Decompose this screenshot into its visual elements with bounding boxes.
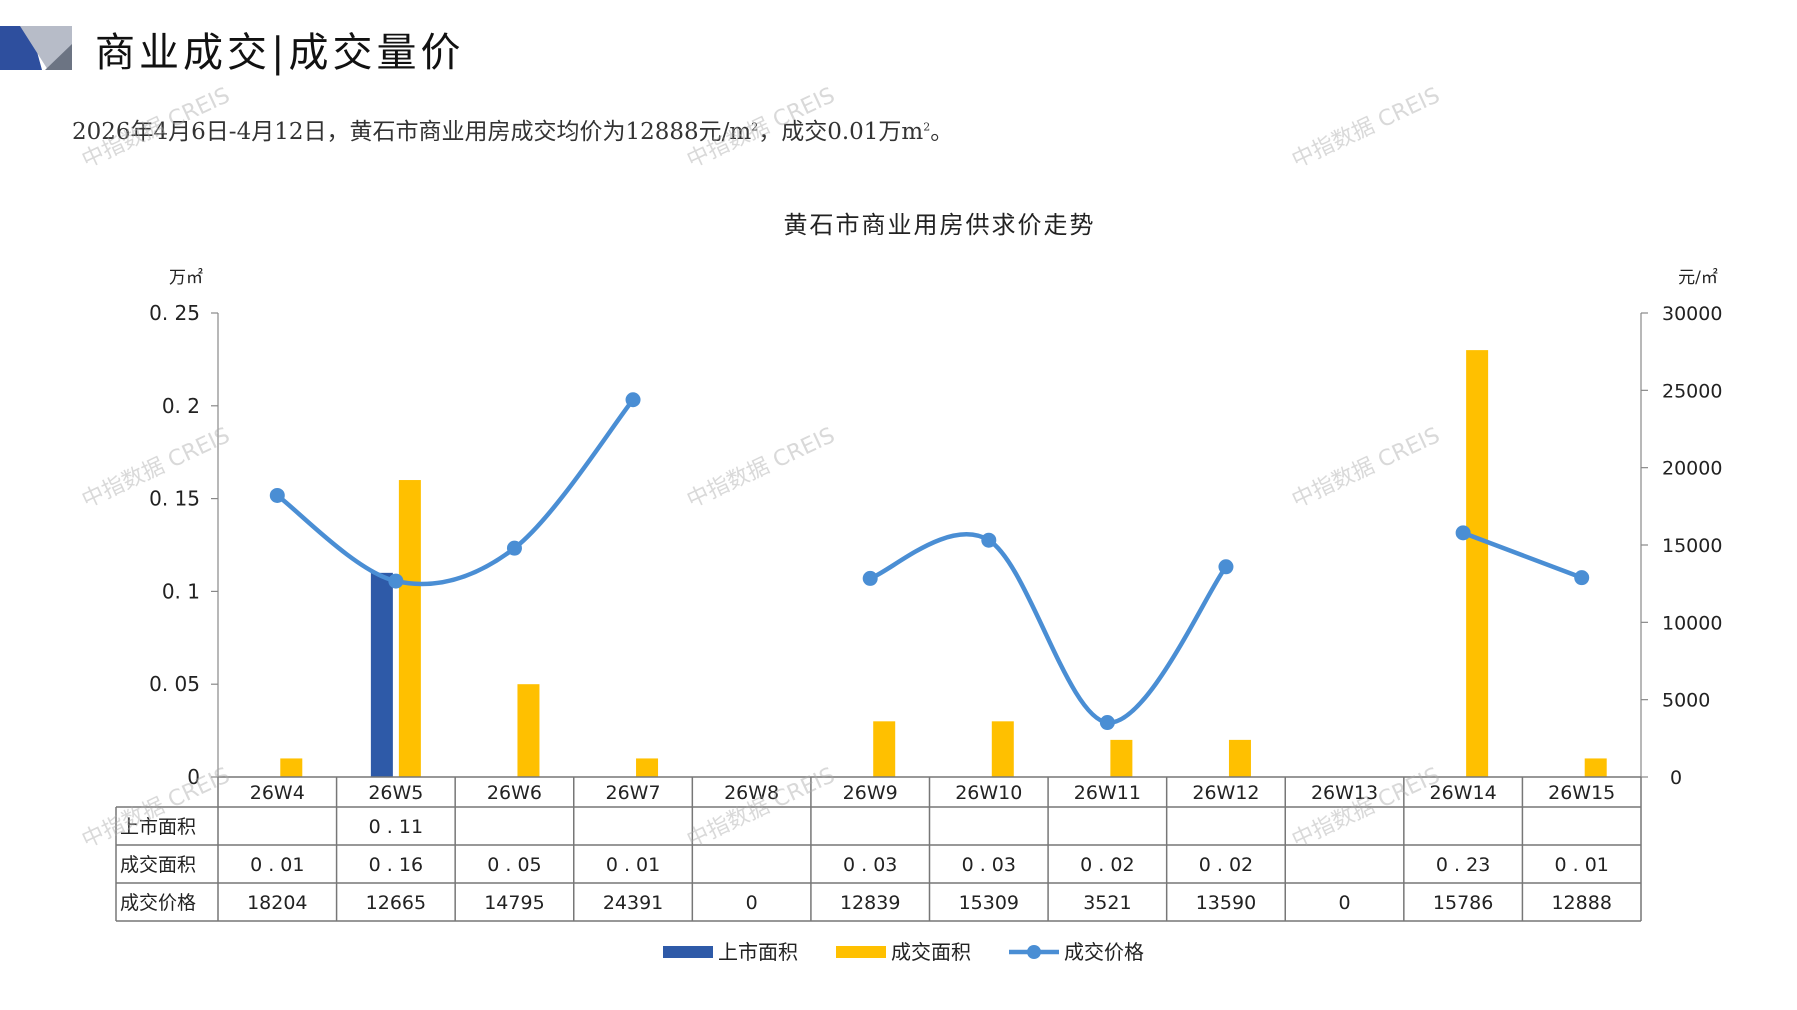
deal-area-bar [1584, 758, 1607, 777]
table-cell-value: 0 . 02 [1080, 854, 1134, 876]
page-title: 商业成交|成交量价 [95, 30, 465, 76]
table-cell-value: 0 . 01 [606, 854, 660, 876]
x-tick-label: 26W4 [250, 782, 305, 804]
table-row-label: 上市面积 [120, 816, 196, 838]
table-cell-value: 0 . 01 [250, 854, 304, 876]
y-left-tick-label: 0. 2 [162, 394, 200, 418]
legend-label: 上市面积 [718, 940, 798, 964]
legend-label: 成交价格 [1064, 940, 1144, 964]
y-right-unit-label: 元/㎡ [1678, 268, 1718, 288]
y-right-tick-label: 5000 [1662, 690, 1710, 712]
y-left-tick-label: 0. 05 [149, 672, 200, 696]
deco-dark-triangle [45, 44, 72, 70]
price-point [981, 532, 997, 548]
deal-area-bar [636, 758, 659, 777]
deal-area-bar [1466, 350, 1489, 777]
price-point [388, 573, 404, 589]
y-right-tick-label: 20000 [1662, 458, 1722, 480]
price-point [269, 487, 285, 503]
price-line [275, 397, 636, 587]
table-row-label: 成交价格 [120, 892, 196, 914]
price-line [1460, 530, 1584, 580]
table-cell-value: 0 . 01 [1555, 854, 1609, 876]
x-tick-label: 26W12 [1192, 782, 1259, 804]
x-tick-label: 26W8 [724, 782, 779, 804]
deal-area-bar [991, 721, 1014, 777]
table-cell-value: 12665 [366, 892, 426, 914]
deal-area-bar [1228, 739, 1251, 777]
table-cell-value: 12888 [1551, 892, 1611, 914]
table-cell-value: 0 . 23 [1436, 854, 1490, 876]
x-tick-label: 26W15 [1548, 782, 1615, 804]
legend-swatch [663, 946, 713, 958]
summary-part-2: ，成交0.01万m [758, 119, 924, 145]
price-point [506, 540, 522, 556]
y-left-unit-label: 万㎡ [169, 268, 203, 288]
table-cell-value: 0 [1338, 892, 1350, 914]
table-cell-value: 14795 [484, 892, 544, 914]
table-row-label: 成交面积 [120, 854, 196, 876]
x-tick-label: 26W7 [606, 782, 661, 804]
table-cell-value: 15786 [1433, 892, 1493, 914]
price-point [1099, 715, 1115, 731]
deal-area-bar [280, 758, 303, 777]
listed-area-bar [370, 572, 393, 777]
table-cell-value: 15309 [959, 892, 1019, 914]
table-cell-value: 3521 [1083, 892, 1131, 914]
y-right-tick-label: 30000 [1662, 303, 1722, 325]
summary-sup-1: 2 [751, 120, 759, 134]
table-cell-value: 13590 [1196, 892, 1256, 914]
deal-area-bar [873, 721, 896, 777]
table-cell-value: 0 . 03 [843, 854, 897, 876]
y-left-tick-label: 0 [187, 765, 200, 789]
x-tick-label: 26W14 [1430, 782, 1497, 804]
y-left-tick-label: 0. 15 [149, 487, 200, 511]
summary-text: 2026年4月6日-4月12日，黄石市商业用房成交均价为12888元/m2，成交… [72, 112, 953, 146]
table-cell-value: 0 . 05 [487, 854, 541, 876]
table-cell-value: 18204 [247, 892, 307, 914]
summary-part-1: 2026年4月6日-4月12日，黄石市商业用房成交均价为12888元/m [72, 119, 752, 145]
price-point [625, 392, 641, 408]
deal-area-bar [517, 684, 540, 777]
x-tick-label: 26W10 [955, 782, 1022, 804]
table-cell-value: 0 . 03 [962, 854, 1016, 876]
x-tick-label: 26W11 [1074, 782, 1141, 804]
deal-area-bar [1110, 739, 1133, 777]
deal-area-bar [398, 480, 421, 777]
table-cell-value: 0 [746, 892, 758, 914]
table-cell-value: 12839 [840, 892, 900, 914]
price-point [1218, 559, 1234, 575]
chart-title: 黄石市商业用房供求价走势 [784, 211, 1096, 239]
legend-swatch-marker [1027, 945, 1041, 959]
y-left-tick-label: 0. 1 [162, 579, 200, 603]
summary-sup-2: 2 [923, 120, 931, 134]
y-right-tick-label: 10000 [1662, 612, 1722, 634]
table-cell-value: 0 . 16 [369, 854, 423, 876]
x-tick-label: 26W5 [368, 782, 423, 804]
price-point [1455, 525, 1471, 541]
price-line [867, 532, 1229, 725]
x-tick-label: 26W6 [487, 782, 542, 804]
y-right-tick-label: 0 [1670, 767, 1682, 789]
y-right-tick-label: 15000 [1662, 535, 1722, 557]
table-cell-value: 24391 [603, 892, 663, 914]
x-tick-label: 26W13 [1311, 782, 1378, 804]
summary-part-3: 。 [930, 119, 954, 145]
price-point [862, 570, 878, 586]
x-tick-label: 26W9 [843, 782, 898, 804]
y-right-tick-label: 25000 [1662, 380, 1722, 402]
y-left-tick-label: 0. 25 [149, 301, 200, 325]
table-cell-value: 0 . 11 [369, 816, 423, 838]
legend-swatch [836, 946, 886, 958]
legend-label: 成交面积 [891, 940, 971, 964]
title-decoration [0, 26, 72, 70]
price-point [1574, 570, 1590, 586]
table-cell-value: 0 . 02 [1199, 854, 1253, 876]
